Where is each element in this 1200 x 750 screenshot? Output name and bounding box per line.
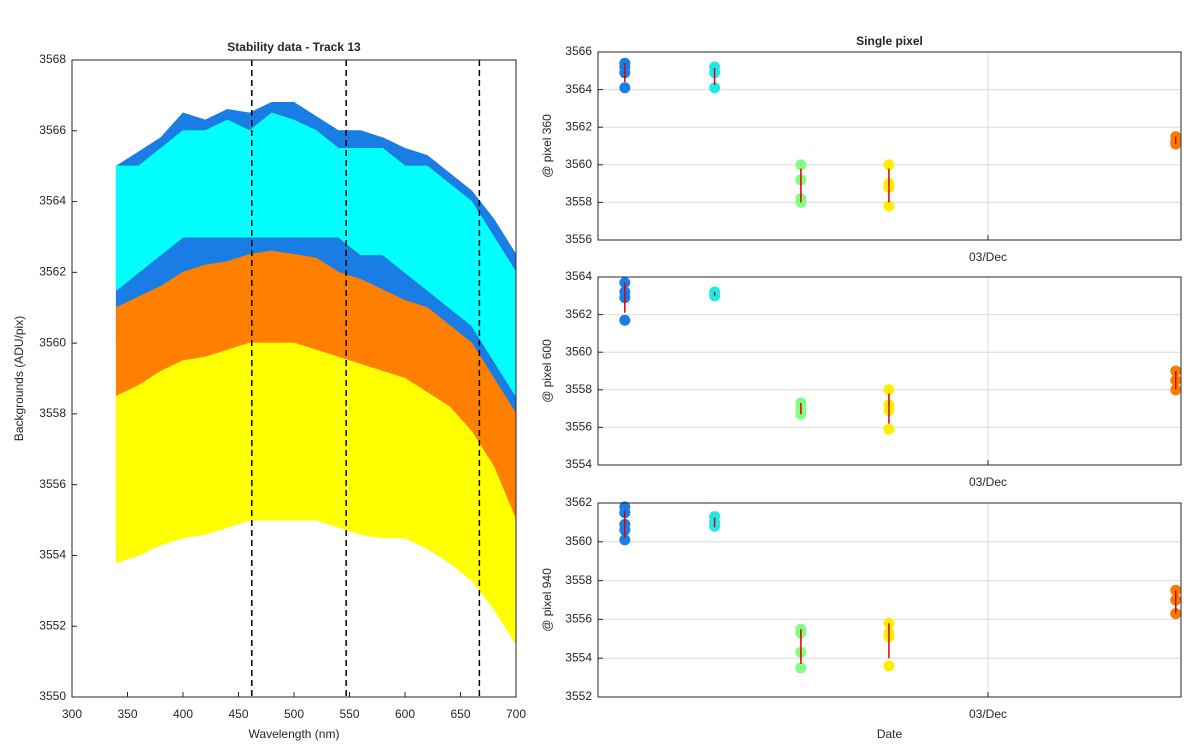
point: [883, 159, 895, 171]
x-tick-label: 550: [339, 707, 359, 721]
x-axis-label: Date: [877, 727, 903, 741]
point: [709, 82, 721, 94]
point: [795, 662, 807, 674]
x-tick-label: 03/Dec: [969, 475, 1007, 489]
y-tick-label: 3564: [565, 269, 592, 283]
x-tick-label: 600: [395, 707, 415, 721]
y-tick-label: 3564: [565, 82, 592, 96]
point: [619, 82, 631, 94]
y-tick-label: 3558: [39, 406, 66, 420]
y-tick-label: 3556: [565, 232, 592, 246]
point: [619, 314, 631, 326]
y-axis-label: @ pixel 360: [540, 114, 554, 178]
chart-title: Stability data - Track 13: [227, 40, 361, 54]
y-tick-label: 3568: [39, 52, 66, 66]
y-tick-label: 3560: [565, 534, 592, 548]
y-tick-label: 3554: [565, 650, 592, 664]
point: [619, 534, 631, 546]
x-tick-label: 400: [173, 707, 193, 721]
y-axis-label: Backgrounds (ADU/pix): [12, 316, 26, 441]
y-tick-label: 3552: [39, 618, 66, 632]
y-tick-label: 3566: [39, 123, 66, 137]
y-tick-label: 3558: [565, 573, 592, 587]
y-tick-label: 3552: [565, 689, 592, 703]
x-tick-label: 300: [62, 707, 82, 721]
y-tick-label: 3560: [39, 335, 66, 349]
x-tick-label: 500: [284, 707, 304, 721]
y-tick-label: 3562: [565, 119, 592, 133]
y-axis-label: @ pixel 600: [540, 339, 554, 403]
point: [795, 159, 807, 171]
x-tick-label: 700: [506, 707, 526, 721]
y-tick-label: 3562: [565, 495, 592, 509]
axes-frame: [597, 276, 1182, 466]
y-tick-label: 3562: [565, 307, 592, 321]
y-tick-label: 3566: [565, 44, 592, 58]
x-tick-label: 450: [228, 707, 248, 721]
y-tick-label: 3550: [39, 689, 66, 703]
y-tick-label: 3554: [565, 457, 592, 471]
plot-area: [598, 277, 1181, 465]
y-tick-label: 3556: [565, 420, 592, 434]
point: [883, 660, 895, 672]
axes-frame: [597, 51, 1182, 241]
y-tick-label: 3562: [39, 265, 66, 279]
y-tick-label: 3564: [39, 194, 66, 208]
point: [883, 384, 895, 396]
axes-frame: [597, 502, 1182, 698]
x-tick-label: 03/Dec: [969, 250, 1007, 264]
x-tick-label: 03/Dec: [969, 707, 1007, 721]
y-tick-label: 3560: [565, 157, 592, 171]
y-tick-label: 3558: [565, 382, 592, 396]
x-axis-label: Wavelength (nm): [249, 727, 340, 741]
x-tick-label: 350: [117, 707, 137, 721]
point: [883, 423, 895, 435]
y-axis-label: @ pixel 940: [540, 568, 554, 632]
y-tick-label: 3556: [39, 477, 66, 491]
y-tick-label: 3558: [565, 195, 592, 209]
y-tick-label: 3560: [565, 344, 592, 358]
point: [883, 200, 895, 212]
plot-area: [598, 52, 1181, 240]
y-tick-label: 3556: [565, 612, 592, 626]
y-tick-label: 3554: [39, 548, 66, 562]
x-tick-label: 650: [450, 707, 470, 721]
chart-title: Single pixel: [856, 34, 923, 48]
